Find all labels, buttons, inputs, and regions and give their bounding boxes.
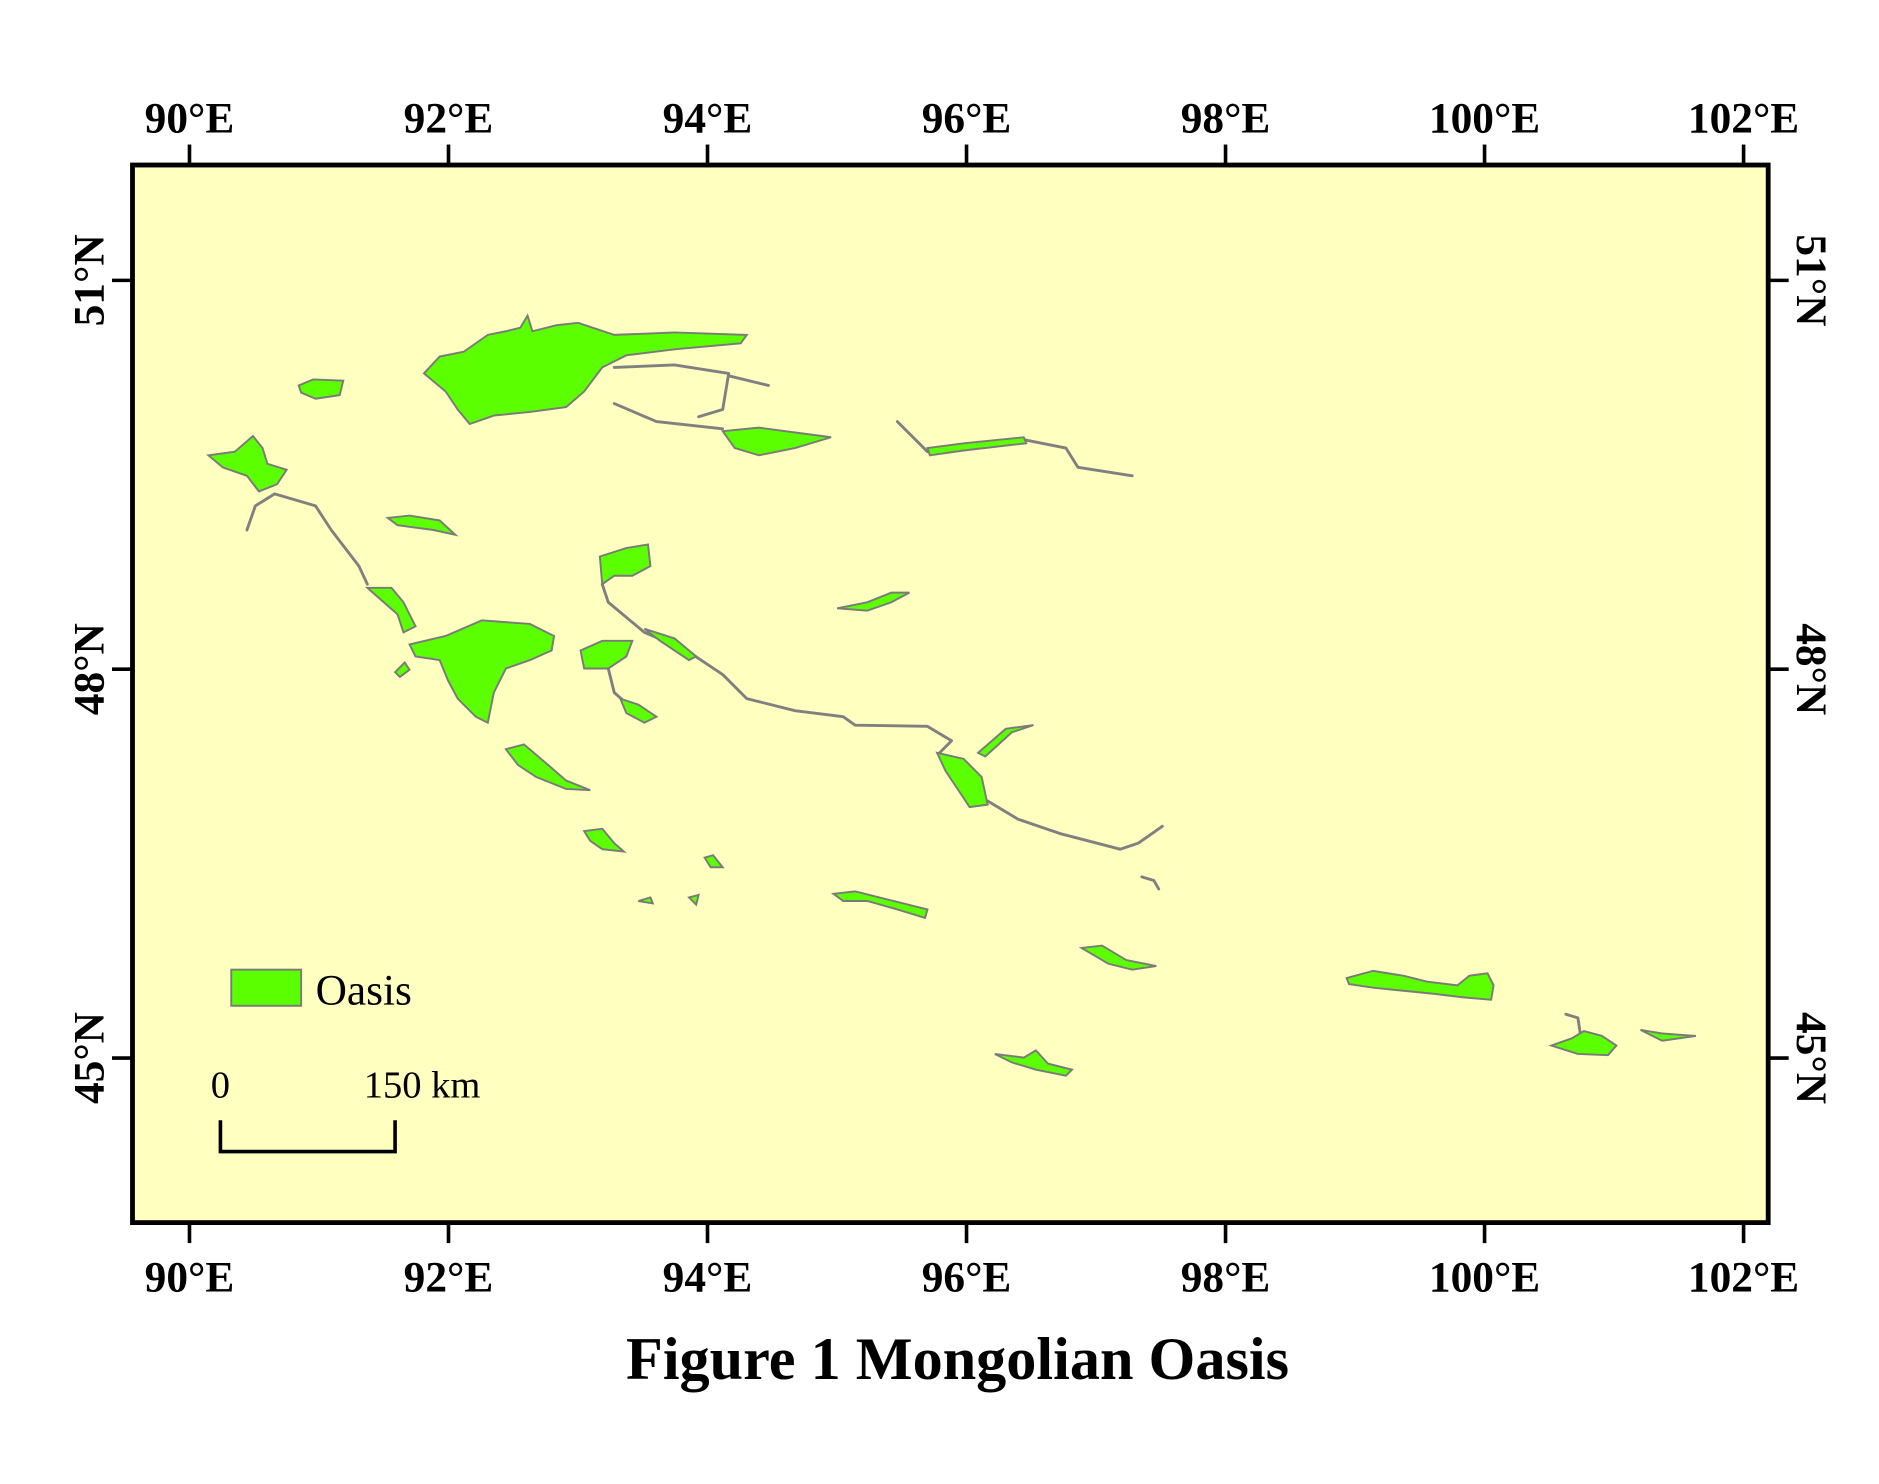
legend: Oasis	[230, 967, 412, 1015]
oasis-region	[579, 639, 634, 670]
oasis-region	[408, 619, 556, 725]
oasis-region	[618, 697, 659, 724]
oasis-region	[385, 514, 459, 537]
oasis-region	[297, 378, 345, 400]
lon-label-bottom: 92°E	[404, 1253, 494, 1301]
lon-label-top: 98°E	[1181, 94, 1271, 142]
oasis-region	[643, 627, 698, 662]
legend-label: Oasis	[316, 967, 412, 1015]
lat-label-right: 45°N	[1787, 1012, 1835, 1104]
lat-label-left: 51°N	[66, 234, 114, 326]
lon-label-bottom: 100°E	[1429, 1253, 1540, 1301]
lat-label-left: 45°N	[66, 1012, 114, 1104]
map-frame	[130, 162, 1771, 1226]
lat-label-right: 48°N	[1787, 623, 1835, 715]
lon-label-top: 100°E	[1429, 94, 1540, 142]
figure-title: Figure 1 Mongolian Oasis	[626, 1326, 1289, 1393]
lat-label-left: 48°N	[66, 623, 114, 715]
oasis-region	[994, 1049, 1074, 1077]
oasis-region	[687, 893, 700, 907]
oasis-region	[1640, 1028, 1697, 1042]
lon-label-bottom: 90°E	[145, 1253, 235, 1301]
oasis-region	[976, 724, 1034, 758]
oasis-region	[582, 827, 627, 853]
river-lines	[245, 363, 1582, 1035]
oasis-region	[1548, 1030, 1618, 1057]
oasis-layer	[206, 313, 1697, 1077]
oasis-region	[206, 434, 289, 493]
lon-label-bottom: 96°E	[922, 1253, 1012, 1301]
lon-label-bottom: 94°E	[663, 1253, 753, 1301]
lon-label-top: 92°E	[404, 94, 494, 142]
oasis-region	[638, 896, 655, 905]
oasis-region	[720, 426, 832, 457]
graticule-ticks: 90°E 90°E 92°E 92°E 94°E 94°E 96°E 96°E 98°E 98°E…	[66, 94, 1836, 1301]
oasis-region	[935, 751, 989, 809]
oasis-region	[830, 890, 929, 920]
oasis-region	[1078, 944, 1157, 971]
oasis-region	[836, 591, 910, 612]
oasis-region	[1345, 969, 1495, 1001]
oasis-region	[364, 586, 417, 634]
lon-label-top: 102°E	[1688, 94, 1799, 142]
oasis-region	[926, 436, 1028, 457]
legend-swatch	[230, 968, 303, 1007]
scale-bar-line	[218, 1120, 397, 1154]
lon-label-bottom: 98°E	[1181, 1253, 1271, 1301]
scale-end-label: 150 km	[364, 1064, 481, 1106]
lon-label-top: 90°E	[145, 94, 235, 142]
lon-label-top: 96°E	[922, 94, 1012, 142]
oasis-region	[598, 543, 652, 586]
lon-label-bottom: 102°E	[1688, 1253, 1799, 1301]
scale-start-label: 0	[211, 1064, 230, 1106]
oasis-region	[422, 313, 749, 426]
oasis-region	[703, 854, 725, 869]
scale-bar: 0 150 km	[211, 1064, 481, 1154]
lon-label-top: 94°E	[663, 94, 753, 142]
lat-label-right: 51°N	[1787, 234, 1835, 326]
oasis-region	[393, 660, 411, 679]
oasis-region	[504, 743, 591, 792]
